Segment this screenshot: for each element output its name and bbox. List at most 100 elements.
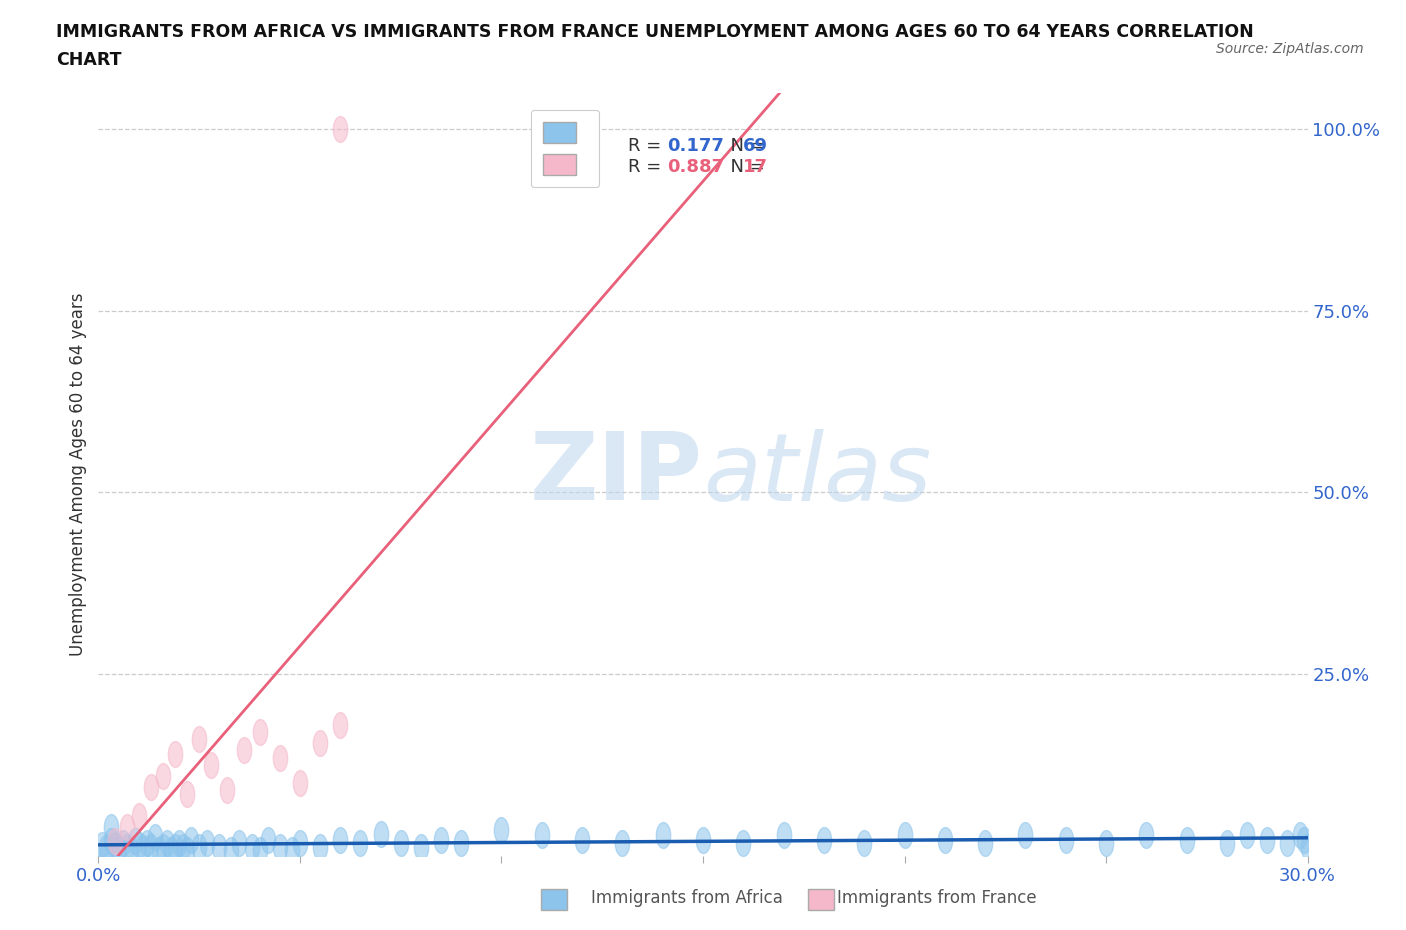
Point (813, 832, 835, 847)
Point (1014, 828, 1036, 843)
Point (692, 832, 714, 847)
Point (128, 808, 150, 823)
Point (733, 835, 755, 850)
Point (135, 835, 157, 850)
Point (208, 840, 231, 855)
Text: 69: 69 (744, 137, 768, 154)
Text: Immigrants from France: Immigrants from France (837, 889, 1036, 907)
Point (1095, 835, 1118, 850)
Point (188, 732, 211, 747)
Point (249, 843, 271, 857)
Text: N =: N = (720, 137, 770, 154)
Point (195, 835, 218, 850)
Point (1135, 828, 1157, 843)
Point (100, 833, 122, 848)
Point (1288, 828, 1310, 843)
Point (124, 833, 146, 848)
Point (163, 840, 186, 855)
Point (491, 823, 513, 838)
Point (176, 843, 198, 857)
Text: 0.177: 0.177 (668, 137, 724, 154)
Point (91, 837, 114, 852)
Point (249, 724, 271, 739)
Point (96, 848, 118, 863)
Point (309, 736, 332, 751)
Text: R =: R = (628, 158, 666, 176)
Point (370, 827, 392, 842)
Text: R =: R = (628, 137, 666, 154)
Legend: , : , (530, 110, 599, 188)
Point (139, 840, 162, 855)
Text: 17: 17 (744, 158, 768, 176)
Point (1175, 832, 1198, 847)
Point (115, 840, 138, 855)
Point (974, 835, 997, 850)
Point (256, 832, 278, 847)
Point (115, 819, 138, 834)
Point (156, 835, 179, 850)
Point (107, 843, 129, 857)
Point (100, 819, 122, 834)
Point (217, 783, 239, 798)
Point (160, 843, 183, 857)
Point (329, 122, 352, 137)
Point (1216, 835, 1239, 850)
Point (120, 843, 142, 857)
Point (430, 832, 453, 847)
Point (180, 832, 202, 847)
Point (349, 835, 371, 850)
Point (96, 841, 118, 856)
Text: Source: ZipAtlas.com: Source: ZipAtlas.com (1216, 42, 1364, 56)
Point (163, 747, 186, 762)
Point (139, 779, 162, 794)
Point (281, 843, 304, 857)
Point (221, 843, 243, 857)
Text: N =: N = (720, 158, 770, 176)
Point (269, 751, 291, 765)
Point (893, 828, 915, 843)
Point (1256, 832, 1278, 847)
Point (132, 841, 155, 856)
Point (1277, 835, 1299, 850)
Point (309, 840, 332, 855)
Point (103, 837, 125, 852)
Text: ZIP: ZIP (530, 429, 703, 520)
Point (571, 832, 593, 847)
Point (288, 776, 311, 790)
Point (176, 787, 198, 802)
Point (612, 835, 634, 850)
Text: CHART: CHART (56, 51, 122, 69)
Point (329, 717, 352, 732)
Point (651, 828, 673, 843)
Point (167, 835, 190, 850)
Point (228, 835, 250, 850)
Text: Immigrants from Africa: Immigrants from Africa (591, 889, 782, 907)
Point (128, 837, 150, 852)
Text: 0.887: 0.887 (668, 158, 724, 176)
Point (240, 840, 263, 855)
Point (288, 835, 311, 850)
Point (329, 832, 352, 847)
Text: IMMIGRANTS FROM AFRICA VS IMMIGRANTS FROM FRANCE UNEMPLOYMENT AMONG AGES 60 TO 6: IMMIGRANTS FROM AFRICA VS IMMIGRANTS FRO… (56, 23, 1254, 41)
Point (409, 840, 432, 855)
Point (188, 840, 211, 855)
Point (152, 768, 174, 783)
Point (103, 833, 125, 848)
Point (148, 843, 170, 857)
Point (389, 835, 412, 850)
Point (172, 840, 194, 855)
Point (853, 835, 876, 850)
Point (1054, 832, 1077, 847)
Point (1236, 828, 1258, 843)
Point (450, 835, 472, 850)
Point (200, 757, 222, 772)
Point (111, 835, 134, 850)
Point (143, 830, 166, 844)
Point (232, 743, 254, 758)
Point (530, 828, 553, 843)
Point (1292, 832, 1315, 847)
Y-axis label: Unemployment Among Ages 60 to 64 years: Unemployment Among Ages 60 to 64 years (69, 293, 87, 656)
Point (1296, 840, 1319, 855)
Point (934, 832, 956, 847)
Point (269, 840, 291, 855)
